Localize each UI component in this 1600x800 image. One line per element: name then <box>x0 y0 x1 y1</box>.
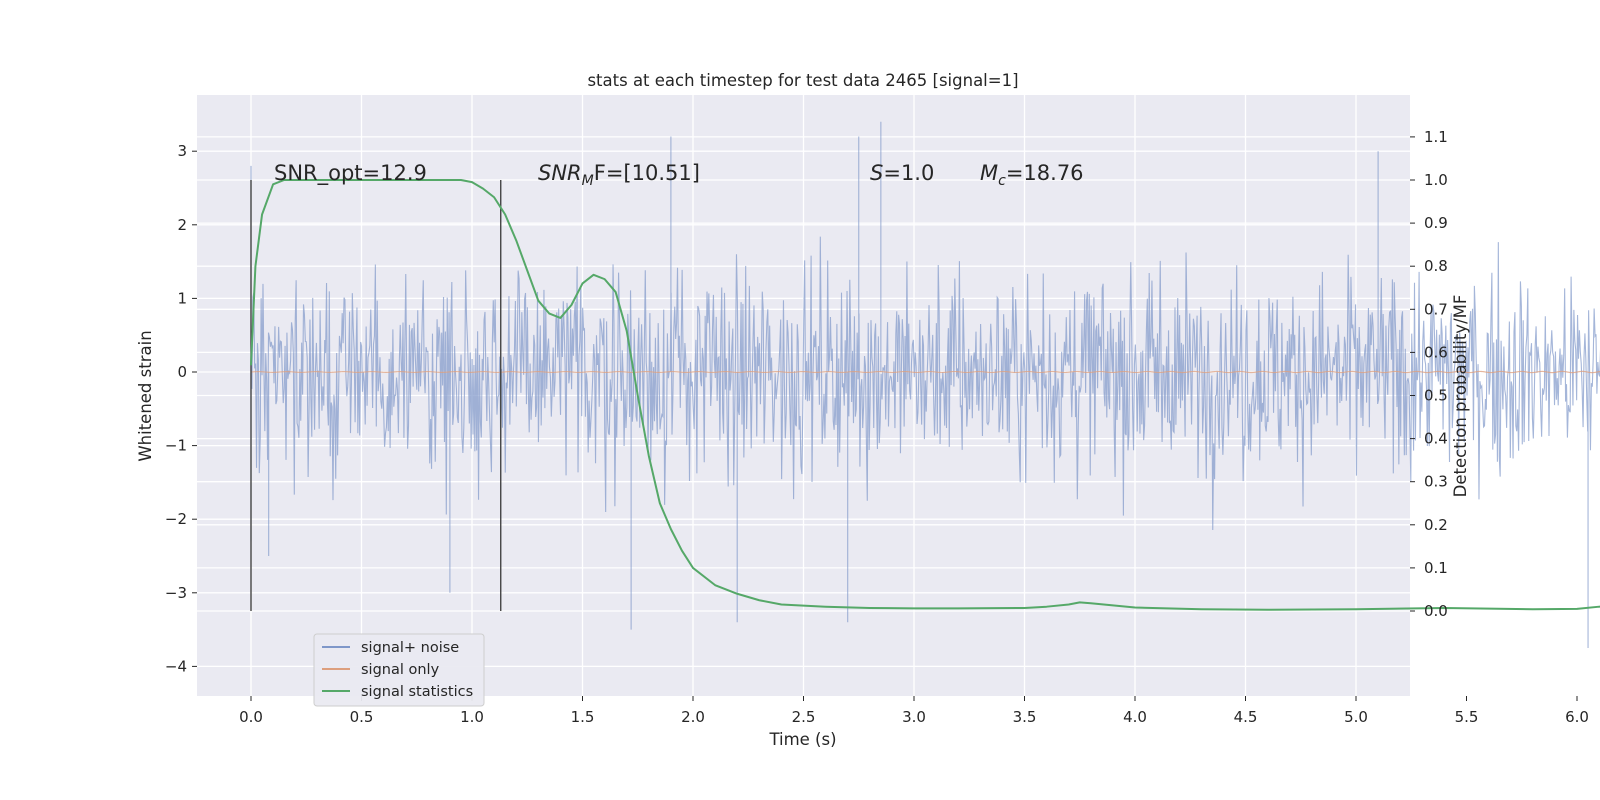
y-right-tick-label: 1.0 <box>1424 171 1448 189</box>
annotation-mc-sub: c <box>998 173 1006 189</box>
y-tick-label: 2 <box>177 216 187 234</box>
y-right-tick-label: 0.7 <box>1424 300 1448 318</box>
annotation-mc: Mc=18.76 <box>980 161 1084 189</box>
y-right-tick-label: 0.5 <box>1424 387 1448 405</box>
vertical-markers <box>250 180 502 611</box>
legend-box <box>313 633 485 707</box>
y-tick-label: 0 <box>177 363 187 381</box>
annotation-mc-suffix: =18.76 <box>1006 161 1084 185</box>
tick-labels: 0.00.51.01.52.02.53.03.54.04.55.05.56.06… <box>165 128 1589 726</box>
annotation-s: S=1.0 <box>870 161 934 185</box>
annotation-mc-prefix: M <box>980 161 998 185</box>
legend: signal+ noise signal only signal statist… <box>313 633 485 707</box>
x-tick-label: 5.5 <box>1455 708 1479 726</box>
signal-series-layer <box>250 370 1600 374</box>
statistics-series-line <box>250 179 1600 611</box>
annotation-snr-mf-suffix: F=[10.51] <box>594 161 700 185</box>
legend-label-signal: signal only <box>361 662 440 678</box>
y-tick-label: 1 <box>177 289 187 307</box>
y-right-tick-label: 1.1 <box>1424 128 1448 146</box>
y-right-tick-label: 0.8 <box>1424 257 1448 275</box>
x-tick-label: 4.0 <box>1123 708 1147 726</box>
y-axis-label: Whitened strain <box>136 330 155 461</box>
y-tick-label: −2 <box>165 510 187 528</box>
x-tick-label: 5.0 <box>1344 708 1368 726</box>
x-tick-label: 3.0 <box>902 708 926 726</box>
y-axis-right-label: Detection probability/MF <box>1451 295 1470 498</box>
x-tick-label: 0.0 <box>239 708 263 726</box>
signal-series-line <box>250 370 1600 374</box>
x-tick-label: 3.5 <box>1013 708 1037 726</box>
annotation-snr-mf-sub: M <box>582 173 594 189</box>
statistics-series-layer <box>250 179 1600 611</box>
annotation-s-suffix: =1.0 <box>883 161 934 185</box>
y-right-tick-label: 0.2 <box>1424 516 1448 534</box>
chart-title: stats at each timestep for test data 246… <box>587 71 1018 90</box>
annotation-snr-mf: SNRMF=[10.51] <box>538 161 700 189</box>
legend-label-statistics: signal statistics <box>361 684 473 700</box>
x-axis-label: Time (s) <box>768 730 836 749</box>
x-tick-label: 1.5 <box>571 708 595 726</box>
annotation-snr-mf-prefix: SNR <box>538 161 582 185</box>
x-tick-label: 1.0 <box>460 708 484 726</box>
y-tick-label: 3 <box>177 142 187 160</box>
x-tick-label: 6.0 <box>1565 708 1589 726</box>
x-tick-label: 2.5 <box>792 708 816 726</box>
y-right-tick-label: 0.1 <box>1424 559 1448 577</box>
y-right-tick-label: 0.3 <box>1424 473 1448 491</box>
y-right-tick-label: 0.6 <box>1424 343 1448 361</box>
y-right-tick-label: 0.9 <box>1424 214 1448 232</box>
annotation-snr-opt: SNR_opt=12.9 <box>274 161 427 186</box>
legend-label-noise: signal+ noise <box>361 640 459 656</box>
annotation-s-prefix: S <box>870 161 883 185</box>
y-right-tick-label: 0.0 <box>1424 602 1448 620</box>
y-tick-label: −1 <box>165 437 187 455</box>
x-tick-label: 2.0 <box>681 708 705 726</box>
x-tick-label: 4.5 <box>1234 708 1258 726</box>
y-tick-label: −4 <box>165 657 187 675</box>
y-right-tick-label: 0.4 <box>1424 430 1448 448</box>
x-tick-label: 0.5 <box>350 708 374 726</box>
y-tick-label: −3 <box>165 584 187 602</box>
